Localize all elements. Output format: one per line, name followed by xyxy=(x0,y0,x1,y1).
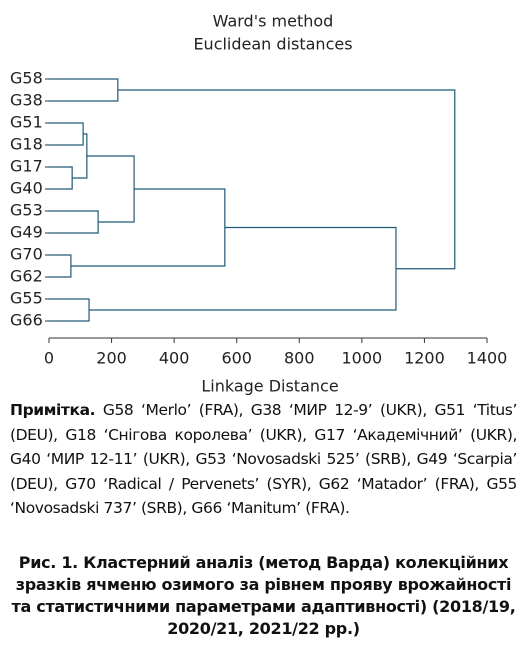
cluster-link xyxy=(49,166,73,190)
note-text: G58 ‘Merlo’ (FRA), G38 ‘МИР 12-9’ (UKR),… xyxy=(10,401,518,517)
cluster-link xyxy=(86,155,135,223)
cluster-link xyxy=(72,133,88,179)
chart-title: Ward's method xyxy=(213,12,334,31)
x-tick-label: 1400 xyxy=(467,349,508,368)
leaf-label: G58 xyxy=(10,69,43,88)
leaf-label: G51 xyxy=(10,113,43,132)
leaf-label: G66 xyxy=(10,311,43,330)
chart: Ward's method Euclidean distances Linkag… xyxy=(10,12,508,396)
leaf-label: G70 xyxy=(10,245,43,264)
leaf-label: G17 xyxy=(10,157,43,176)
x-tick-label: 0 xyxy=(44,349,54,368)
cluster-link xyxy=(117,89,456,270)
cluster-link xyxy=(89,226,397,311)
x-tick-label: 600 xyxy=(221,349,252,368)
x-tick-label: 200 xyxy=(96,349,127,368)
leaf-label: G40 xyxy=(10,179,43,198)
x-axis-label: Linkage Distance xyxy=(201,377,338,396)
x-tick-label: 1200 xyxy=(404,349,445,368)
cluster-link xyxy=(49,254,72,278)
x-tick-label: 400 xyxy=(159,349,190,368)
note: Примітка. G58 ‘Merlo’ (FRA), G38 ‘МИР 12… xyxy=(10,398,517,521)
caption: Рис. 1. Кластерний аналіз (метод Варда) … xyxy=(11,553,516,638)
chart-subtitle: Euclidean distances xyxy=(193,35,352,54)
cluster-link xyxy=(49,210,99,234)
note-label: Примітка. xyxy=(10,401,96,419)
leaf-label: G53 xyxy=(10,201,43,220)
cluster-link xyxy=(49,78,119,102)
leaf-label: G55 xyxy=(10,289,43,308)
leaf-label: G38 xyxy=(10,91,43,110)
cluster-link xyxy=(49,122,84,146)
cluster-link xyxy=(49,298,90,322)
x-tick-label: 1000 xyxy=(341,349,382,368)
cluster-link xyxy=(70,188,226,267)
leaf-label: G49 xyxy=(10,223,43,242)
x-tick-label: 800 xyxy=(284,349,315,368)
leaf-label: G62 xyxy=(10,267,43,286)
leaf-label: G18 xyxy=(10,135,43,154)
